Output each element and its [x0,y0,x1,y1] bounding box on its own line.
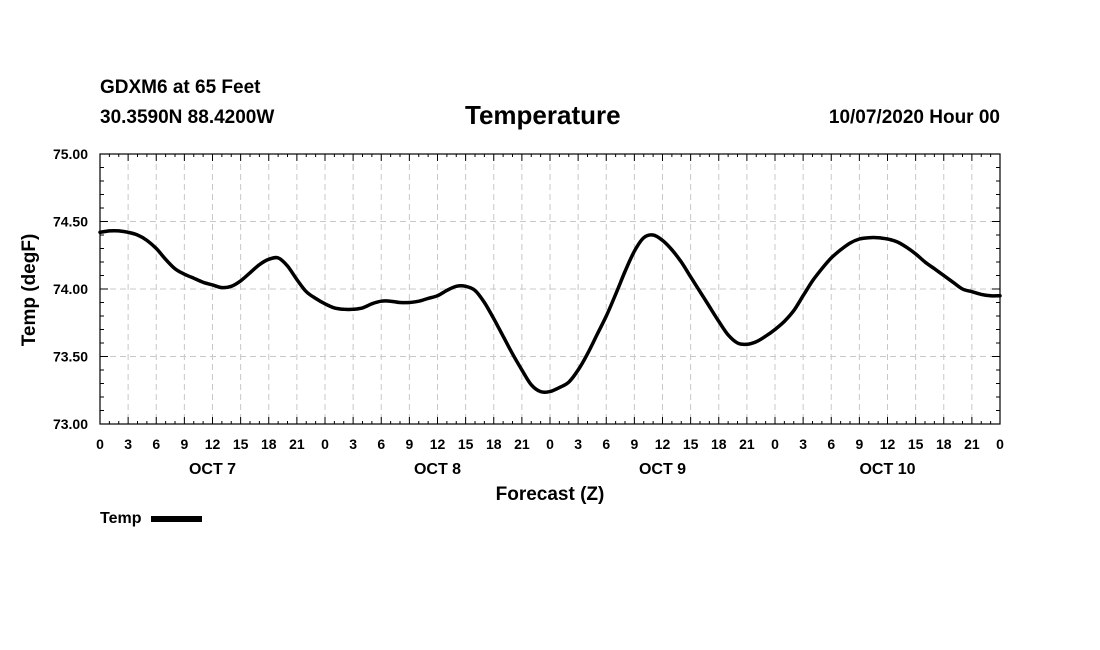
x-tick-label: 6 [827,436,835,452]
x-tick-label: 18 [936,436,952,452]
x-tick-label: 21 [739,436,755,452]
y-tick-label: 73.00 [53,416,88,432]
x-tick-label: 0 [996,436,1004,452]
x-tick-label: 0 [321,436,329,452]
x-tick-label: 15 [683,436,699,452]
x-tick-label: 6 [152,436,160,452]
x-tick-label: 3 [799,436,807,452]
day-label: OCT 10 [859,461,915,478]
coordinates-label: 30.3590N 88.4200W [100,107,275,128]
day-label: OCT 8 [414,461,461,478]
x-tick-label: 3 [349,436,357,452]
x-tick-label: 0 [546,436,554,452]
x-tick-label: 0 [96,436,104,452]
x-tick-label: 21 [514,436,530,452]
x-tick-label: 12 [655,436,671,452]
x-axis-label: Forecast (Z) [496,484,605,505]
x-tick-label: 18 [261,436,277,452]
model-run-label: 10/07/2020 Hour 00 [828,107,1000,128]
x-tick-label: 6 [377,436,385,452]
x-tick-label: 9 [855,436,863,452]
legend: Temp [100,510,203,527]
x-tick-label: 15 [233,436,249,452]
y-tick-label: 74.00 [53,281,88,297]
x-tick-label: 12 [430,436,446,452]
x-tick-label: 15 [908,436,924,452]
x-tick-label: 21 [964,436,980,452]
y-tick-label: 74.50 [53,214,88,230]
x-tick-label: 15 [458,436,474,452]
x-tick-label: 9 [405,436,413,452]
day-label: OCT 7 [189,461,236,478]
x-tick-label: 9 [630,436,638,452]
x-tick-label: 12 [880,436,896,452]
x-tick-label: 0 [771,436,779,452]
temp-series-line [98,229,1002,395]
legend-label: Temp [100,510,142,527]
x-tick-label: 9 [180,436,188,452]
x-tick-label: 18 [486,436,502,452]
y-axis-label: Temp (degF) [19,234,40,347]
plot-frame [99,153,1001,425]
station-label: GDXM6 at 65 Feet [100,77,261,98]
y-tick-label: 75.00 [53,146,88,162]
legend-swatch [151,516,203,522]
x-tick-label: 21 [289,436,305,452]
y-tick-label: 73.50 [53,349,88,365]
chart-title: Temperature [465,100,621,130]
x-tick-label: 6 [602,436,610,452]
x-tick-label: 3 [124,436,132,452]
x-tick-label: 3 [574,436,582,452]
x-tick-label: 12 [205,436,221,452]
x-tick-label: 18 [711,436,727,452]
day-label: OCT 9 [639,461,686,478]
